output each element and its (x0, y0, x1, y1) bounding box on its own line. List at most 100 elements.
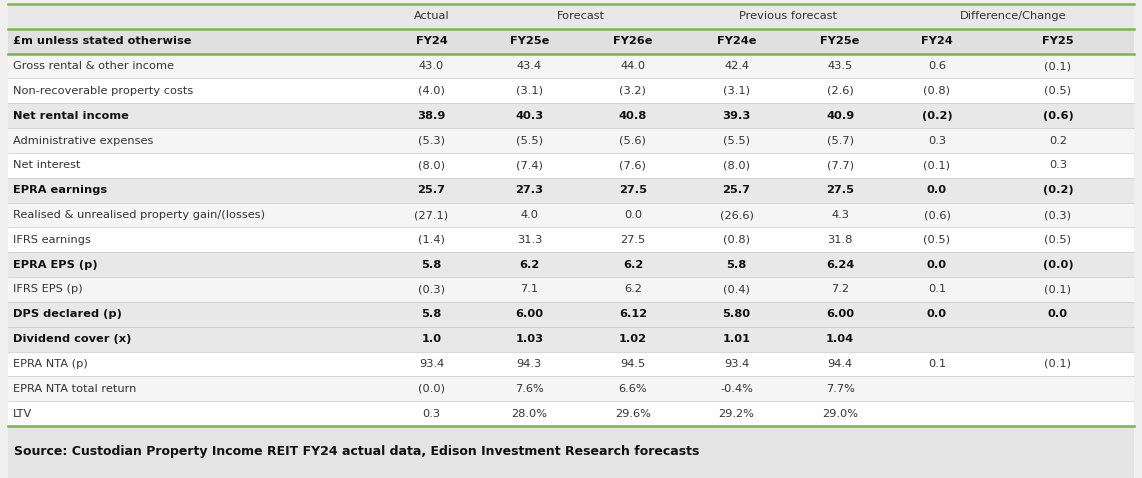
Bar (8, 401, 1134, 426)
Text: FY24: FY24 (416, 36, 448, 46)
Text: (26.6): (26.6) (719, 210, 754, 220)
Text: 42.4: 42.4 (724, 61, 749, 71)
Text: EPRA NTA total return: EPRA NTA total return (13, 384, 136, 394)
Text: (2.6): (2.6) (827, 86, 853, 96)
Text: (0.4): (0.4) (723, 284, 750, 294)
Bar (8, 128, 1134, 153)
Text: FY24e: FY24e (717, 36, 756, 46)
Text: 0.3: 0.3 (423, 409, 441, 419)
Text: 7.6%: 7.6% (515, 384, 544, 394)
Text: 4.0: 4.0 (521, 210, 538, 220)
Text: FY25e: FY25e (509, 36, 549, 46)
Text: Actual: Actual (413, 11, 449, 22)
Bar (8, 54, 1134, 78)
Text: (0.5): (0.5) (1045, 86, 1071, 96)
Text: 7.1: 7.1 (521, 284, 538, 294)
Text: 25.7: 25.7 (723, 185, 750, 195)
Text: FY26e: FY26e (613, 36, 653, 46)
Text: (3.1): (3.1) (516, 86, 542, 96)
Text: 93.4: 93.4 (724, 359, 749, 369)
Text: 0.0: 0.0 (1048, 309, 1068, 319)
Text: (8.0): (8.0) (723, 160, 750, 170)
Bar (8, 103, 1134, 128)
Text: -0.4%: -0.4% (721, 384, 753, 394)
Text: 27.5: 27.5 (620, 235, 645, 245)
Text: 44.0: 44.0 (620, 61, 645, 71)
Text: (0.8): (0.8) (723, 235, 750, 245)
Bar (8, 178, 1134, 203)
Text: 93.4: 93.4 (419, 359, 444, 369)
Text: EPRA earnings: EPRA earnings (13, 185, 107, 195)
Text: 43.4: 43.4 (517, 61, 542, 71)
Text: 38.9: 38.9 (417, 111, 445, 121)
Bar (8, 326, 1134, 351)
Text: 1.04: 1.04 (826, 334, 854, 344)
Text: (0.1): (0.1) (924, 160, 950, 170)
Text: 94.5: 94.5 (620, 359, 645, 369)
Text: 6.00: 6.00 (826, 309, 854, 319)
Text: Source: Custodian Property Income REIT FY24 actual data, Edison Investment Resea: Source: Custodian Property Income REIT F… (14, 445, 699, 458)
Text: (1.4): (1.4) (418, 235, 445, 245)
Text: 40.9: 40.9 (826, 111, 854, 121)
Text: 6.6%: 6.6% (619, 384, 648, 394)
Text: 0.0: 0.0 (624, 210, 642, 220)
Text: (4.0): (4.0) (418, 86, 445, 96)
Text: 0.6: 0.6 (928, 61, 946, 71)
Text: 94.4: 94.4 (828, 359, 853, 369)
Text: 0.0: 0.0 (927, 260, 947, 270)
Text: (0.1): (0.1) (1045, 61, 1071, 71)
Text: 4.3: 4.3 (831, 210, 850, 220)
Text: 27.5: 27.5 (826, 185, 854, 195)
Text: 94.3: 94.3 (516, 359, 542, 369)
Text: 27.3: 27.3 (515, 185, 544, 195)
Text: (8.0): (8.0) (418, 160, 445, 170)
Text: Dividend cover (x): Dividend cover (x) (13, 334, 131, 344)
Text: 1.03: 1.03 (515, 334, 544, 344)
Text: 31.3: 31.3 (516, 235, 542, 245)
Text: (7.4): (7.4) (516, 160, 542, 170)
Bar (8, 153, 1134, 178)
Text: Non-recoverable property costs: Non-recoverable property costs (13, 86, 193, 96)
Text: (5.5): (5.5) (516, 136, 542, 145)
Text: EPRA NTA (p): EPRA NTA (p) (13, 359, 88, 369)
Text: FY25: FY25 (1043, 36, 1073, 46)
Text: IFRS EPS (p): IFRS EPS (p) (13, 284, 82, 294)
Bar (8, 277, 1134, 302)
Text: 7.7%: 7.7% (826, 384, 854, 394)
Text: (5.6): (5.6) (619, 136, 646, 145)
Text: 27.5: 27.5 (619, 185, 646, 195)
Text: (27.1): (27.1) (415, 210, 449, 220)
Text: 40.8: 40.8 (619, 111, 648, 121)
Text: (0.5): (0.5) (924, 235, 950, 245)
Text: Gross rental & other income: Gross rental & other income (13, 61, 174, 71)
Text: (0.3): (0.3) (418, 284, 445, 294)
Text: Realised & unrealised property gain/(losses): Realised & unrealised property gain/(los… (13, 210, 265, 220)
Text: (5.5): (5.5) (723, 136, 750, 145)
Text: 0.3: 0.3 (1049, 160, 1067, 170)
Text: £m unless stated otherwise: £m unless stated otherwise (13, 36, 192, 46)
Text: 0.1: 0.1 (928, 284, 946, 294)
Text: (0.6): (0.6) (1043, 111, 1073, 121)
Bar (8, 302, 1134, 326)
Text: (0.6): (0.6) (924, 210, 950, 220)
Text: (3.1): (3.1) (723, 86, 750, 96)
Text: Administrative expenses: Administrative expenses (13, 136, 153, 145)
Text: 39.3: 39.3 (723, 111, 750, 121)
Text: FY24: FY24 (922, 36, 952, 46)
Text: (0.1): (0.1) (1045, 359, 1071, 369)
Bar (8, 29, 1134, 54)
Text: 6.24: 6.24 (826, 260, 854, 270)
Bar (8, 4, 1134, 29)
Text: (0.0): (0.0) (418, 384, 445, 394)
Text: EPRA EPS (p): EPRA EPS (p) (13, 260, 97, 270)
Bar (8, 228, 1134, 252)
Text: 6.2: 6.2 (520, 260, 539, 270)
Text: IFRS earnings: IFRS earnings (13, 235, 91, 245)
Text: 5.8: 5.8 (421, 260, 442, 270)
Text: Forecast: Forecast (557, 11, 605, 22)
Text: (5.3): (5.3) (418, 136, 445, 145)
Text: Previous forecast: Previous forecast (739, 11, 837, 22)
Text: 1.0: 1.0 (421, 334, 442, 344)
Text: (0.3): (0.3) (1045, 210, 1071, 220)
Text: Net rental income: Net rental income (13, 111, 129, 121)
